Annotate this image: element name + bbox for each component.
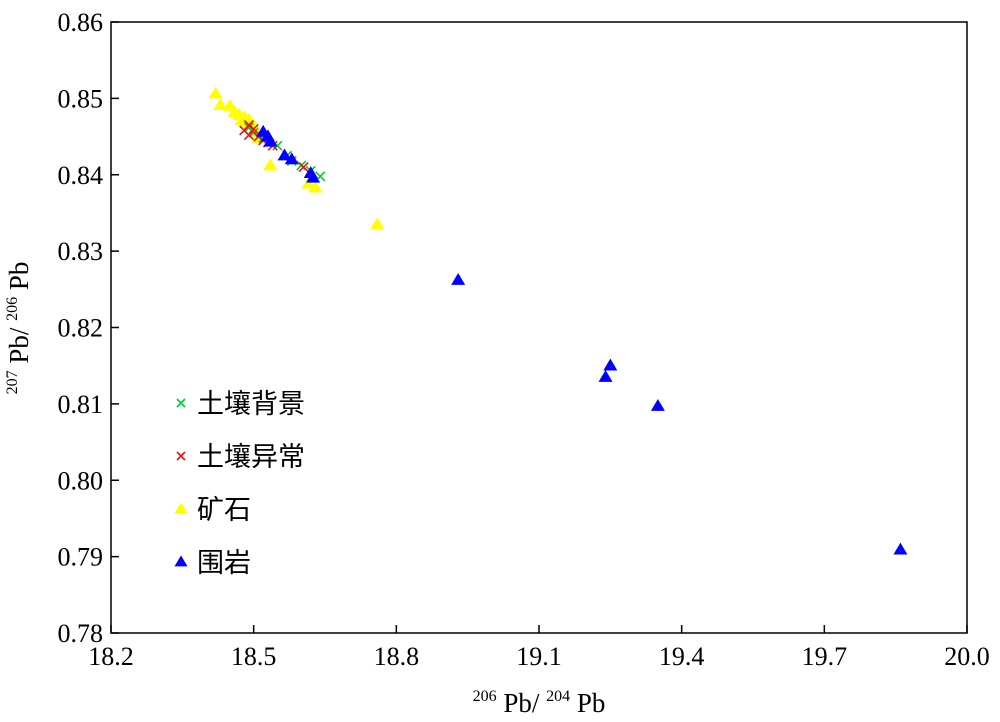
- legend-marker-x: [176, 451, 186, 461]
- data-point-triangle: [301, 176, 316, 189]
- y-axis-title-base1: Pb/: [4, 327, 34, 364]
- x-tick-label: 18.5: [231, 642, 277, 671]
- data-points: [208, 86, 908, 555]
- data-point-triangle: [650, 399, 665, 411]
- x-tick-label: 20.0: [944, 642, 990, 671]
- x-axis-title-sup1: 206: [473, 688, 497, 705]
- y-tick-label: 0.81: [58, 390, 104, 419]
- data-point-triangle: [263, 158, 278, 171]
- x-axis-title: 206 Pb/ 204 Pb: [473, 677, 606, 718]
- data-point-triangle: [263, 134, 278, 147]
- data-point-x: [248, 123, 259, 134]
- data-point-x: [298, 162, 309, 173]
- y-tick-label: 0.84: [58, 161, 104, 190]
- data-point-triangle: [370, 217, 385, 230]
- legend-marker-triangle: [174, 555, 188, 567]
- axis-ticks: 18.2 18.5 18.8 19.1 19.4 19.7 20.0 0.78 0.79 0.80…: [58, 8, 990, 671]
- x-axis-title-base1: Pb/: [503, 688, 540, 718]
- y-tick-label: 0.86: [58, 8, 104, 37]
- y-tick-label: 0.85: [58, 84, 104, 113]
- x-tick-label: 18.8: [374, 642, 420, 671]
- legend-label: 土壤异常: [197, 442, 305, 473]
- x-axis-title-base2: Pb: [577, 688, 606, 718]
- y-axis-title: 207 Pb/ 206 Pb: [0, 262, 34, 395]
- data-point-triangle: [893, 542, 908, 555]
- x-tick-label: 19.7: [802, 642, 848, 671]
- y-tick-label: 0.82: [58, 314, 104, 343]
- data-point-triangle: [603, 358, 618, 371]
- data-point-triangle: [306, 170, 321, 183]
- y-tick-label: 0.83: [58, 237, 104, 266]
- legend-label: 土壤背景: [197, 389, 305, 420]
- legend-label: 围岩: [197, 548, 251, 579]
- legend-marker-x: [176, 398, 186, 408]
- data-point-triangle: [308, 180, 323, 193]
- data-point-triangle: [213, 98, 228, 111]
- y-axis-title-sup2: 206: [4, 297, 21, 321]
- data-point-triangle: [598, 370, 613, 382]
- y-tick-label: 0.80: [58, 466, 104, 495]
- data-point-triangle: [284, 152, 299, 165]
- x-tick-label: 19.1: [516, 642, 562, 671]
- x-axis-title-sup2: 204: [546, 688, 570, 705]
- y-axis-title-base2: Pb: [4, 262, 34, 291]
- data-point-triangle: [208, 86, 223, 99]
- y-axis-title-sup1: 207: [4, 370, 21, 394]
- legend-marker-triangle: [174, 502, 188, 514]
- x-tick-label: 19.4: [659, 642, 705, 671]
- data-point-triangle: [451, 273, 466, 285]
- legend-label: 矿石: [197, 495, 251, 526]
- data-point-x: [243, 129, 254, 141]
- y-tick-label: 0.79: [58, 543, 104, 572]
- y-tick-label: 0.78: [58, 619, 104, 648]
- x-tick-label: 18.2: [88, 642, 134, 671]
- data-point-triangle: [277, 148, 292, 161]
